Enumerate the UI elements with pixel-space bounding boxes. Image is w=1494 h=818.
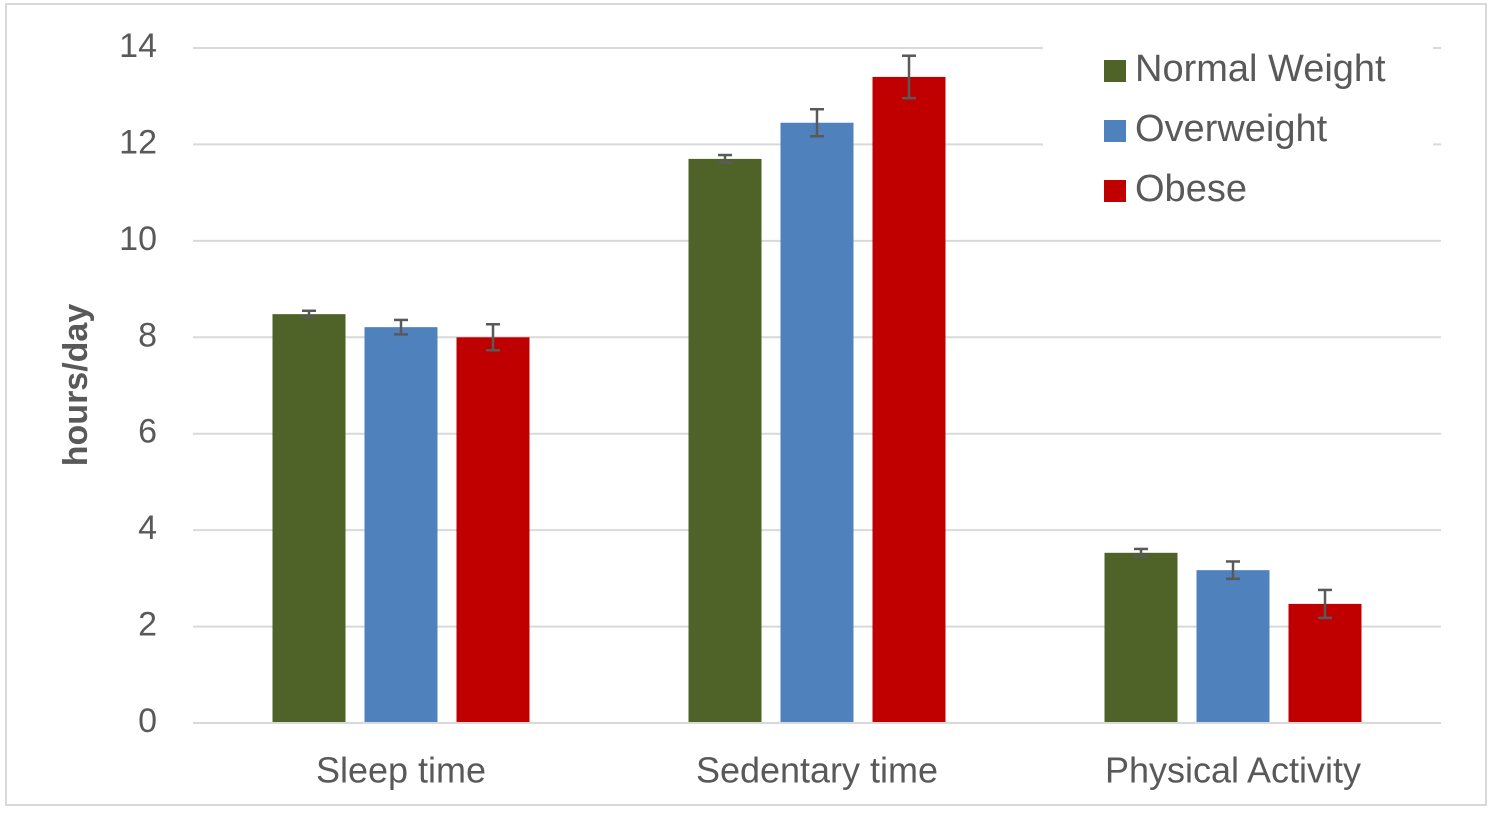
y-tick-label: 14	[119, 27, 157, 65]
legend-label: Obese	[1135, 168, 1247, 210]
error-bar	[902, 54, 916, 100]
legend-label: Overweight	[1135, 108, 1328, 150]
error-bar	[1134, 547, 1148, 558]
y-tick-label: 12	[119, 123, 157, 161]
error-bar	[302, 309, 316, 319]
error-bar	[810, 107, 824, 138]
bar	[872, 76, 946, 723]
error-bar	[718, 153, 732, 164]
legend-swatch	[1104, 60, 1126, 82]
bar	[272, 314, 346, 723]
y-axis-label: hours/day	[57, 304, 95, 467]
legend-label: Normal Weight	[1135, 48, 1386, 90]
y-tick-label: 8	[138, 316, 157, 354]
bar	[688, 158, 762, 724]
bar	[1104, 552, 1178, 723]
y-tick-label: 4	[138, 509, 157, 547]
bar	[1288, 603, 1362, 723]
x-tick-label: Sleep time	[316, 750, 486, 791]
y-tick-label: 6	[138, 413, 157, 451]
error-bar	[486, 323, 500, 352]
x-tick-label: Physical Activity	[1105, 750, 1361, 791]
legend-swatch	[1104, 180, 1126, 202]
bar	[364, 327, 438, 723]
y-tick-label: 0	[138, 702, 157, 740]
y-tick-label: 10	[119, 220, 157, 258]
error-bar	[1318, 588, 1332, 620]
y-tick-label: 2	[138, 606, 157, 644]
error-bar	[1226, 560, 1240, 581]
bar	[456, 337, 530, 723]
bar	[1196, 570, 1270, 723]
error-bar	[394, 318, 408, 336]
legend-swatch	[1104, 120, 1126, 142]
bar	[780, 122, 854, 724]
x-tick-label: Sedentary time	[696, 750, 938, 791]
